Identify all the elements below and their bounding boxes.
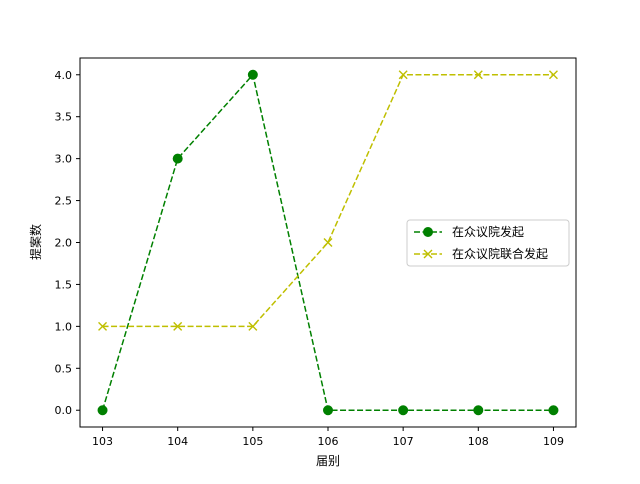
data-point-series-1 — [172, 153, 183, 164]
y-tick-label: 1.0 — [55, 320, 73, 333]
data-point-series-1 — [398, 405, 409, 416]
x-axis-label: 届别 — [316, 454, 340, 468]
data-point-series-1 — [548, 405, 559, 416]
legend-label-2: 在众议院联合发起 — [452, 246, 548, 261]
y-axis-ticks: 0.0 0.5 1.0 1.5 2.0 2.5 3.0 3.5 4.0 — [55, 69, 80, 417]
y-tick-label: 2.0 — [55, 237, 73, 250]
y-tick-label: 3.0 — [55, 153, 73, 166]
x-axis-ticks: 103 104 105 106 107 108 109 — [92, 427, 564, 448]
data-point-series-2 — [548, 70, 558, 80]
y-tick-label: 4.0 — [55, 69, 73, 82]
plot-frame — [79, 57, 577, 428]
data-point-series-2 — [473, 70, 483, 80]
x-tick-label: 106 — [318, 435, 339, 448]
series-layer — [97, 69, 559, 416]
y-axis-label: 提案数 — [28, 224, 43, 260]
data-point-series-1 — [473, 405, 484, 416]
data-point-series-2 — [398, 70, 408, 80]
data-point-series-2 — [98, 321, 108, 331]
legend-marker-1 — [423, 227, 433, 237]
data-point-series-2 — [248, 321, 258, 331]
legend-label-1: 在众议院发起 — [452, 224, 524, 239]
data-point-series-2 — [323, 238, 333, 247]
y-tick-label: 2.5 — [55, 195, 73, 208]
legend-marker-2 — [423, 249, 433, 259]
x-tick-label: 108 — [468, 435, 489, 448]
legend-frame — [406, 219, 570, 267]
x-tick-label: 109 — [543, 435, 564, 448]
data-point-series-1 — [323, 405, 333, 416]
y-tick-label: 1.5 — [55, 278, 73, 291]
y-tick-label: 0.0 — [55, 404, 73, 417]
x-tick-label: 104 — [167, 435, 188, 448]
x-tick-label: 105 — [242, 435, 263, 448]
data-point-series-1 — [247, 69, 258, 80]
data-point-series-1 — [97, 405, 108, 416]
y-tick-label: 0.5 — [55, 362, 73, 375]
y-tick-label: 3.5 — [55, 111, 73, 124]
x-tick-label: 103 — [92, 435, 113, 448]
x-tick-label: 107 — [393, 435, 414, 448]
data-point-series-2 — [173, 321, 183, 331]
